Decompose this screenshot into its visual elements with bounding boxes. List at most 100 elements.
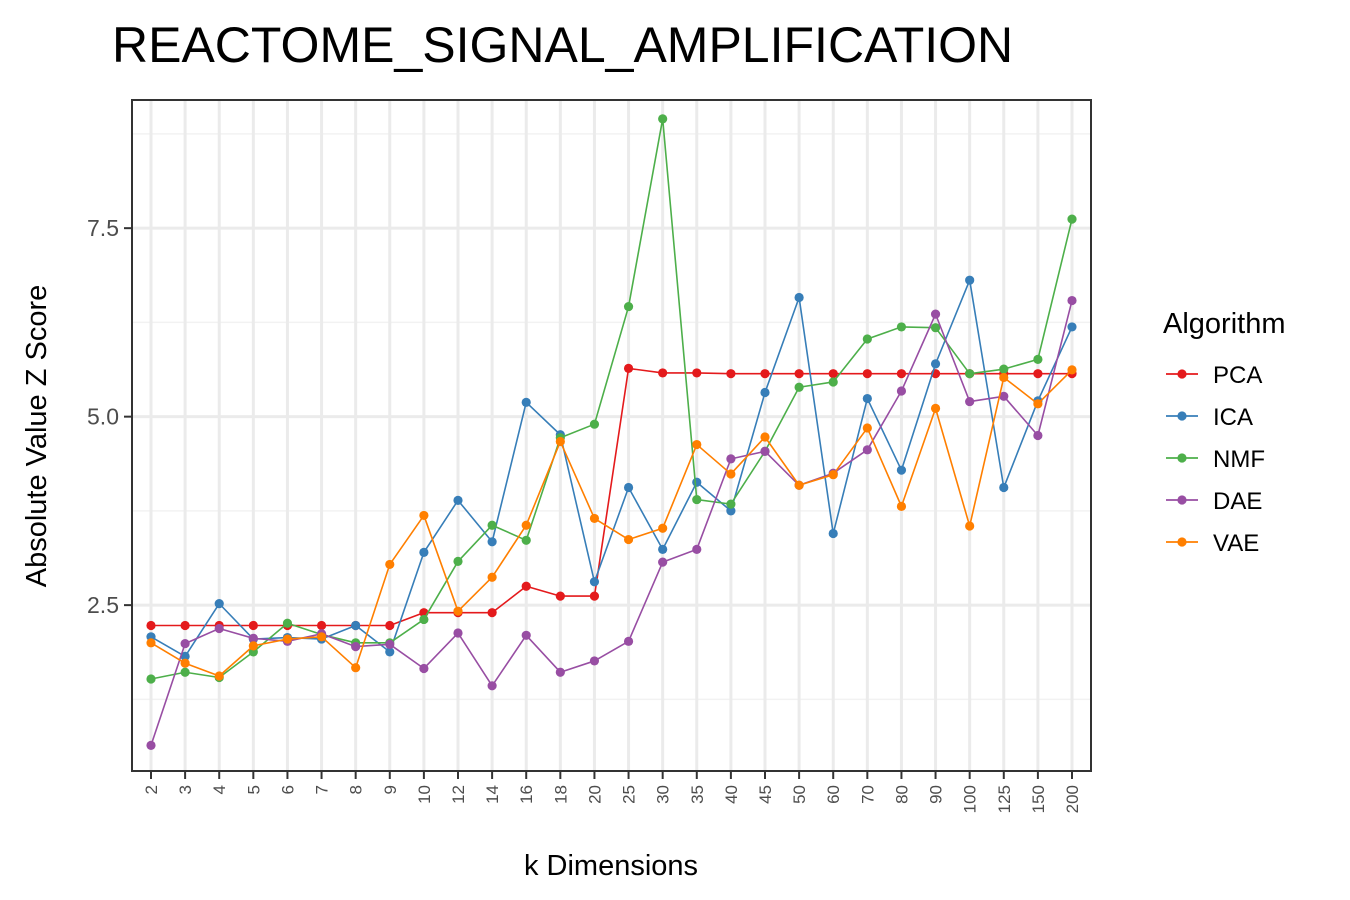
data-point-nmf-70 [862, 334, 872, 344]
data-point-nmf-16 [521, 535, 531, 545]
x-tick-label: 125 [995, 785, 1014, 813]
data-point-ica-12 [453, 495, 463, 505]
data-point-nmf-80 [896, 322, 907, 332]
data-point-pca-60 [828, 369, 838, 379]
data-point-ica-40 [726, 506, 736, 516]
data-point-dae-35 [692, 544, 702, 554]
x-tick-label: 150 [1029, 785, 1048, 813]
data-point-vae-7 [316, 632, 327, 642]
data-point-pca-5 [248, 620, 258, 631]
legend-swatch-point [1177, 495, 1187, 505]
data-point-ica-16 [521, 397, 531, 407]
x-tick-label: 9 [381, 785, 400, 794]
x-axis-title: k Dimensions [524, 850, 698, 882]
x-tick-label: 100 [961, 785, 980, 813]
legend-label: NMF [1213, 446, 1265, 473]
data-point-nmf-25 [623, 301, 634, 312]
y-axis-title: Absolute Value Z Score [21, 285, 53, 588]
x-tick-label: 18 [551, 785, 570, 804]
data-point-nmf-20 [589, 419, 600, 429]
data-point-dae-3 [180, 638, 190, 649]
data-point-ica-25 [623, 482, 634, 493]
data-point-nmf-14 [487, 520, 497, 530]
legend-label: ICA [1213, 404, 1253, 431]
grid-lines [132, 100, 1091, 771]
data-point-pca-2 [146, 620, 156, 631]
data-point-vae-40 [726, 469, 736, 479]
series-line-nmf [150, 118, 1073, 680]
data-point-vae-100 [965, 521, 975, 531]
data-point-dae-20 [589, 656, 600, 666]
x-tick-label: 3 [176, 785, 195, 794]
data-point-ica-9 [385, 647, 395, 657]
data-point-dae-16 [521, 630, 531, 640]
data-point-vae-3 [180, 658, 190, 668]
plot-panel [132, 100, 1091, 771]
data-point-dae-45 [760, 446, 770, 456]
x-tick-label: 45 [756, 785, 775, 804]
data-point-ica-125 [999, 482, 1009, 493]
data-point-nmf-10 [419, 614, 429, 625]
data-point-ica-35 [692, 477, 702, 487]
data-point-nmf-125 [999, 364, 1009, 374]
data-point-pca-70 [862, 369, 872, 379]
plot-border [131, 99, 1092, 772]
data-point-dae-2 [146, 740, 156, 750]
legend-item-dae: DAE [1166, 488, 1262, 515]
legend-item-nmf: NMF [1166, 446, 1265, 473]
data-point-vae-90 [930, 403, 941, 413]
data-point-ica-70 [862, 393, 872, 404]
data-point-dae-9 [385, 639, 395, 649]
x-tick-label: 40 [722, 785, 741, 804]
data-point-vae-12 [453, 606, 463, 616]
y-axis: 2.5 5.0 7.5 [87, 215, 132, 618]
data-point-vae-125 [999, 372, 1009, 383]
data-point-dae-30 [658, 557, 668, 567]
data-point-ica-45 [760, 387, 770, 398]
data-point-dae-100 [965, 396, 975, 407]
legend-swatch-point [1177, 369, 1187, 379]
data-point-dae-12 [453, 628, 463, 638]
data-point-pca-3 [180, 620, 190, 631]
data-point-dae-18 [555, 667, 565, 677]
data-point-vae-8 [351, 663, 361, 673]
data-point-nmf-30 [658, 114, 668, 124]
data-point-vae-25 [623, 534, 634, 545]
data-point-pca-80 [896, 369, 907, 379]
data-point-dae-5 [248, 633, 258, 643]
x-tick-label: 10 [415, 785, 434, 804]
data-point-vae-60 [828, 470, 838, 480]
data-point-dae-200 [1067, 295, 1077, 306]
x-tick-label: 30 [654, 785, 673, 804]
data-point-nmf-35 [692, 494, 702, 505]
data-point-vae-50 [794, 480, 804, 490]
x-tick-label: 60 [824, 785, 843, 804]
data-point-nmf-60 [828, 377, 838, 387]
legend-label: DAE [1213, 488, 1262, 515]
data-point-pca-35 [692, 368, 702, 378]
data-point-vae-70 [862, 423, 872, 433]
data-point-dae-80 [896, 386, 907, 396]
data-point-ica-14 [487, 537, 497, 547]
legend-title: Algorithm [1163, 308, 1286, 340]
x-tick-label: 12 [449, 785, 468, 804]
data-point-nmf-100 [965, 369, 975, 379]
data-point-vae-14 [487, 572, 497, 582]
data-point-vae-45 [760, 432, 770, 442]
x-tick-label: 8 [347, 785, 366, 794]
x-tick-label: 90 [927, 785, 946, 804]
data-point-dae-40 [726, 454, 736, 464]
data-point-vae-35 [692, 439, 702, 450]
data-point-dae-4 [214, 623, 224, 634]
data-point-pca-9 [385, 620, 395, 631]
series-layer [146, 114, 1077, 750]
data-point-vae-30 [658, 523, 668, 533]
y-tick-label: 5.0 [87, 404, 119, 430]
data-point-pca-16 [521, 581, 531, 591]
data-point-ica-3 [180, 651, 190, 662]
data-point-nmf-50 [794, 382, 804, 392]
x-tick-label: 5 [244, 785, 263, 794]
legend-label: VAE [1213, 530, 1259, 557]
data-point-ica-200 [1067, 322, 1077, 332]
data-point-vae-150 [1033, 399, 1043, 409]
